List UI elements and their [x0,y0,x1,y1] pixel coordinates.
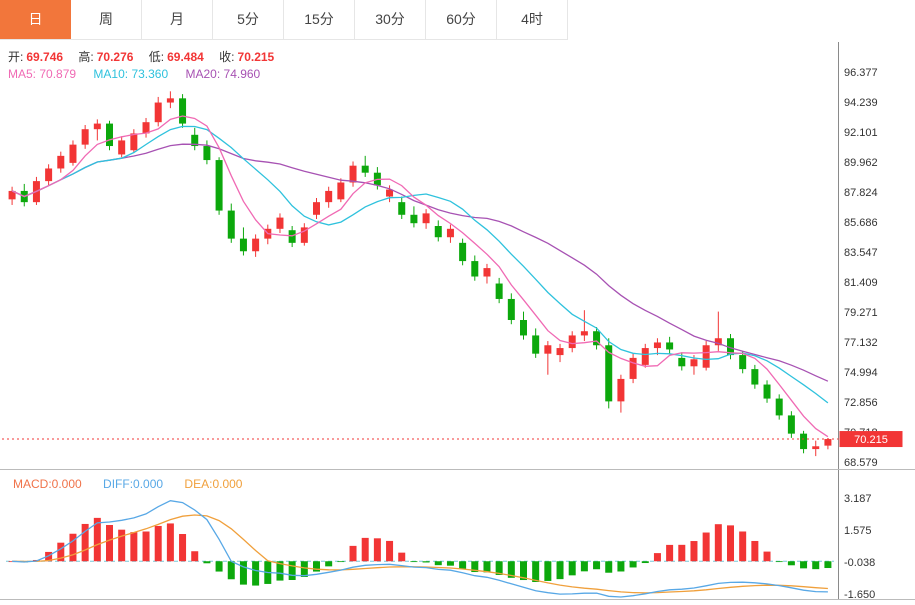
svg-text:83.547: 83.547 [844,247,878,259]
svg-text:89.962: 89.962 [844,157,878,169]
low-label: 低: [148,50,165,64]
close-label: 收: [219,50,235,64]
tab-week[interactable]: 周 [71,0,142,40]
svg-text:94.239: 94.239 [844,97,878,109]
tab-month[interactable]: 月 [142,0,213,40]
tab-15min[interactable]: 15分 [284,0,355,40]
macd-value: 0.000 [51,477,82,491]
ma20-value: 74.960 [223,67,261,81]
ma5-value: 70.879 [39,67,77,81]
macd-label: MACD: [13,477,52,491]
svg-text:1.575: 1.575 [844,525,872,537]
svg-text:74.994: 74.994 [844,367,878,379]
svg-text:68.579: 68.579 [844,457,878,469]
tab-day[interactable]: 日 [0,0,71,40]
svg-text:87.824: 87.824 [844,187,878,199]
timeframe-tabbar: 日周月 5分 15分 30分 60分 4时 [0,0,568,40]
price-axis-labels: 96.377 94.239 92.101 89.962 87.824 85.686 83.5… [844,67,878,469]
ma10-value: 73.360 [131,67,169,81]
diff-value: 0.000 [133,477,164,491]
svg-text:3.187: 3.187 [844,493,872,505]
dea-value-readout: DEA:0.000 [184,477,242,491]
ma10-line [11,125,829,404]
tab-60min[interactable]: 60分 [426,0,497,40]
macd-axis-labels: 3.187 1.575 -0.038 -1.650 [844,493,875,601]
svg-text:72.856: 72.856 [844,397,878,409]
tab-4hour[interactable]: 4时 [497,0,568,40]
svg-text:-0.038: -0.038 [844,557,875,569]
ma5-line [11,115,829,438]
macd-value-readout: MACD:0.000 [13,477,82,491]
ma5-label: MA5: [8,67,37,81]
close-value: 70.215 [237,50,275,64]
ma10-label: MA10: [93,67,129,81]
ma-readout: MA5: 70.879 MA10: 73.360 MA20: 74.960 [8,67,274,81]
ma20-line [11,143,829,382]
open-value: 69.746 [26,50,64,64]
macd-histogram [8,517,832,586]
dea-value: 0.000 [212,477,243,491]
svg-text:77.132: 77.132 [844,337,878,349]
svg-text:85.686: 85.686 [844,217,878,229]
svg-text:79.271: 79.271 [844,307,878,319]
diff-label: DIFF: [103,477,134,491]
high-value: 70.276 [96,50,134,64]
macd-readout: MACD:0.000 DIFF:0.000 DEA:0.000 [13,477,260,491]
high-label: 高: [78,50,94,64]
open-label: 开: [8,50,24,64]
low-value: 69.484 [167,50,204,64]
last-price-badge [839,431,903,448]
svg-text:92.101: 92.101 [844,127,878,139]
diff-value-readout: DIFF:0.000 [103,477,163,491]
ma5-readout: MA5: 70.879 [8,67,76,81]
candles [8,91,832,457]
last-price-badge-text: 70.215 [854,434,888,446]
ma20-label: MA20: [185,67,221,81]
svg-text:81.409: 81.409 [844,277,878,289]
svg-text:-1.650: -1.650 [844,589,875,601]
ohlc-readout: 开: 69.746 高: 70.276 低: 69.484 收: 70.215 [8,48,274,65]
ma10-readout: MA10: 73.360 [93,67,168,81]
dea-label: DEA: [184,477,213,491]
diff-line [12,500,828,598]
svg-text:96.377: 96.377 [844,67,878,79]
tab-30min[interactable]: 30分 [355,0,426,40]
tab-5min[interactable]: 5分 [213,0,284,40]
ma20-readout: MA20: 74.960 [185,67,260,81]
